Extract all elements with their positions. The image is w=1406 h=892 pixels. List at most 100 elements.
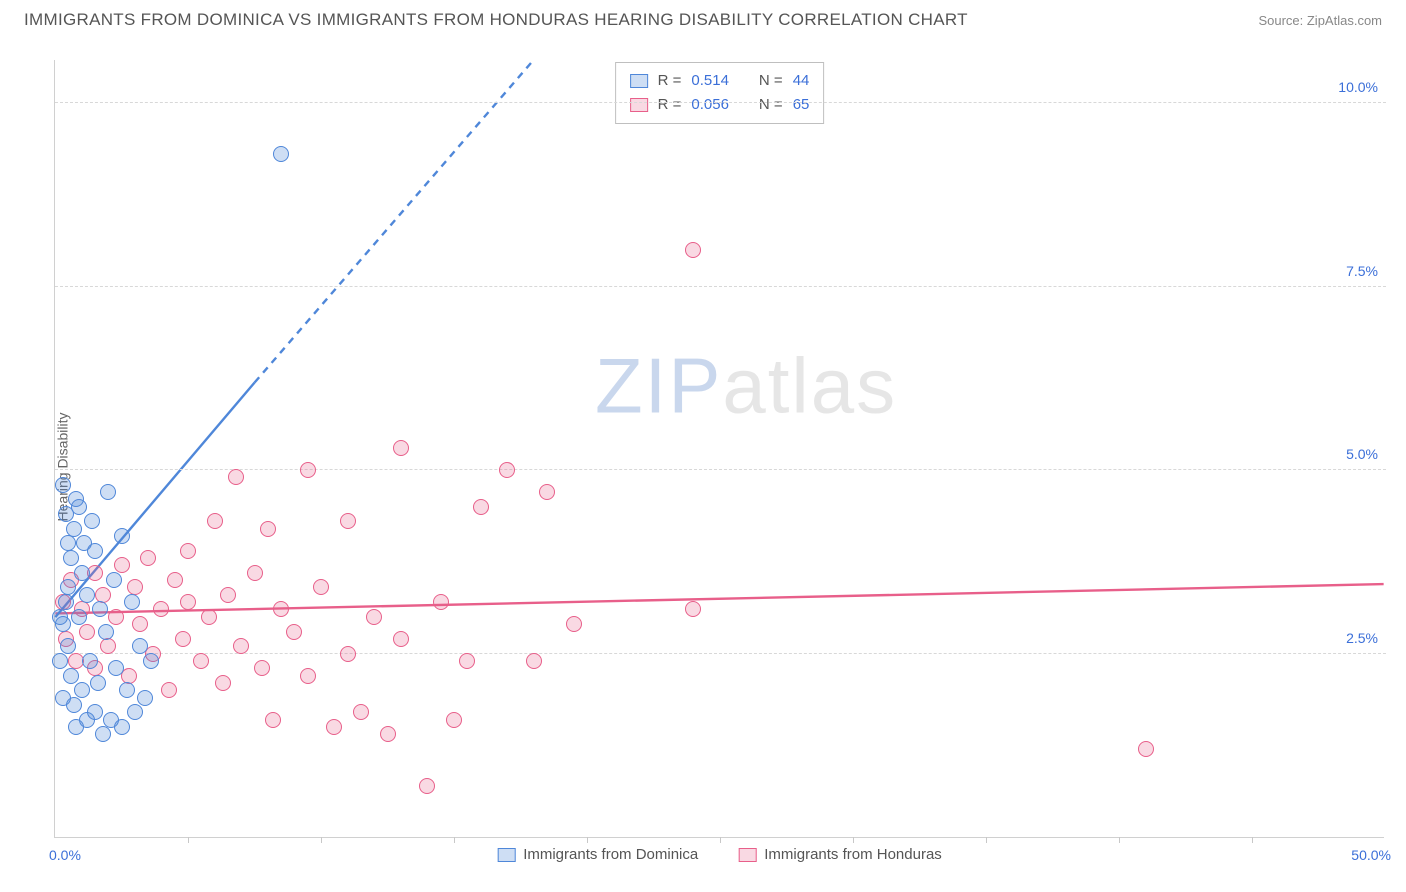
data-point <box>273 601 289 617</box>
data-point <box>127 579 143 595</box>
data-point <box>215 675 231 691</box>
data-point <box>63 668 79 684</box>
x-tick <box>587 837 588 843</box>
data-point <box>193 653 209 669</box>
data-point <box>1138 741 1154 757</box>
chart-title: IMMIGRANTS FROM DOMINICA VS IMMIGRANTS F… <box>24 10 968 30</box>
data-point <box>137 690 153 706</box>
watermark-zip: ZIP <box>595 342 722 430</box>
data-point <box>539 484 555 500</box>
data-point <box>254 660 270 676</box>
data-point <box>340 646 356 662</box>
data-point <box>60 579 76 595</box>
swatch-b-icon <box>630 98 648 112</box>
data-point <box>201 609 217 625</box>
data-point <box>119 682 135 698</box>
chart-source: Source: ZipAtlas.com <box>1258 13 1382 28</box>
data-point <box>127 704 143 720</box>
data-point <box>167 572 183 588</box>
data-point <box>74 565 90 581</box>
data-point <box>100 484 116 500</box>
y-tick-label: 2.5% <box>1346 630 1378 646</box>
swatch-a-icon <box>630 74 648 88</box>
gridline <box>55 469 1386 470</box>
x-tick-label: 0.0% <box>49 847 81 863</box>
data-point <box>106 572 122 588</box>
data-point <box>68 719 84 735</box>
stats-row-a: R = 0.514 N = 44 <box>630 69 810 93</box>
stat-n-label-a: N = <box>759 69 783 93</box>
legend-swatch-a-icon <box>497 848 515 862</box>
data-point <box>393 440 409 456</box>
data-point <box>265 712 281 728</box>
data-point <box>207 513 223 529</box>
data-point <box>52 609 68 625</box>
bottom-legend: Immigrants from Dominica Immigrants from… <box>497 846 942 863</box>
data-point <box>63 550 79 566</box>
data-point <box>473 499 489 515</box>
data-point <box>380 726 396 742</box>
data-point <box>66 697 82 713</box>
data-point <box>87 565 103 581</box>
data-point <box>419 778 435 794</box>
data-point <box>366 609 382 625</box>
data-point <box>84 513 100 529</box>
x-tick <box>454 837 455 843</box>
data-point <box>526 653 542 669</box>
x-tick <box>188 837 189 843</box>
data-point <box>60 535 76 551</box>
x-tick <box>321 837 322 843</box>
data-point <box>79 587 95 603</box>
data-point <box>326 719 342 735</box>
y-tick-label: 5.0% <box>1346 446 1378 462</box>
data-point <box>79 624 95 640</box>
data-point <box>82 653 98 669</box>
data-point <box>145 646 161 662</box>
data-point <box>393 631 409 647</box>
data-point <box>98 624 114 640</box>
watermark: ZIPatlas <box>595 341 897 432</box>
data-point <box>685 601 701 617</box>
data-point <box>228 469 244 485</box>
data-point <box>95 726 111 742</box>
x-tick <box>1119 837 1120 843</box>
data-point <box>108 660 124 676</box>
data-point <box>260 521 276 537</box>
y-tick-label: 10.0% <box>1338 79 1378 95</box>
data-point <box>74 682 90 698</box>
chart-area: Hearing Disability ZIPatlas R = 0.514 N … <box>0 42 1406 892</box>
stat-r-value-b: 0.056 <box>691 93 729 117</box>
stats-row-b: R = 0.056 N = 65 <box>630 93 810 117</box>
x-tick-label: 50.0% <box>1351 847 1391 863</box>
data-point <box>114 528 130 544</box>
data-point <box>58 631 74 647</box>
data-point <box>63 572 79 588</box>
legend-label-b: Immigrants from Honduras <box>764 846 942 863</box>
data-point <box>103 712 119 728</box>
data-point <box>79 712 95 728</box>
x-tick <box>1252 837 1253 843</box>
data-point <box>66 521 82 537</box>
data-point <box>92 601 108 617</box>
data-point <box>74 601 90 617</box>
legend-item-a: Immigrants from Dominica <box>497 846 698 863</box>
data-point <box>114 557 130 573</box>
data-point <box>175 631 191 647</box>
data-point <box>153 601 169 617</box>
data-point <box>55 616 71 632</box>
data-point <box>121 668 137 684</box>
data-point <box>95 587 111 603</box>
x-tick <box>853 837 854 843</box>
y-tick-label: 7.5% <box>1346 263 1378 279</box>
data-point <box>247 565 263 581</box>
data-point <box>566 616 582 632</box>
chart-header: IMMIGRANTS FROM DOMINICA VS IMMIGRANTS F… <box>0 0 1406 36</box>
data-point <box>499 462 515 478</box>
trend-lines-layer <box>55 60 1384 837</box>
data-point <box>58 506 74 522</box>
stat-r-label-b: R = <box>658 93 682 117</box>
data-point <box>108 609 124 625</box>
data-point <box>87 660 103 676</box>
data-point <box>124 594 140 610</box>
data-point <box>300 462 316 478</box>
